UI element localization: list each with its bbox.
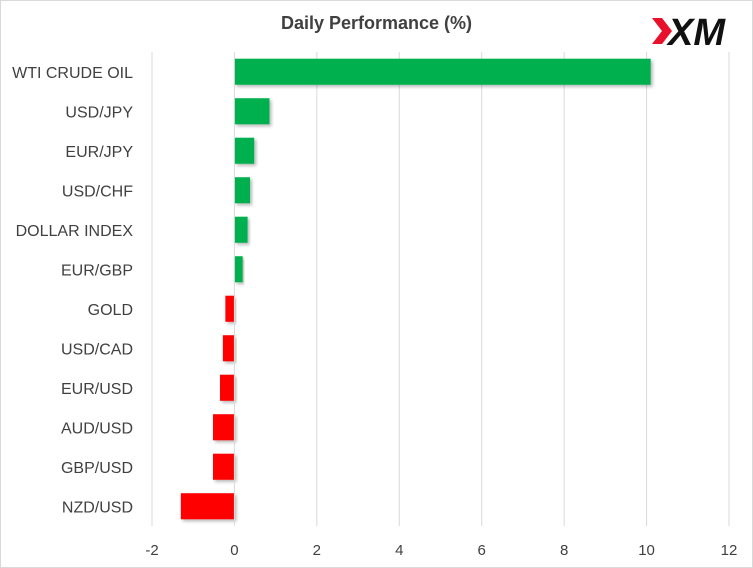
x-tick-label-0: -2 [145, 542, 158, 559]
category-label-9: AUD/USD [61, 420, 133, 437]
x-tick-label-3: 4 [395, 542, 403, 559]
category-label-6: GOLD [88, 302, 133, 319]
category-label-2: EUR/JPY [65, 144, 133, 161]
x-tick-label-7: 12 [721, 542, 738, 559]
bar-4 [234, 216, 248, 243]
xm-logo-chevron [652, 18, 672, 44]
xm-logo-text: XM [666, 12, 726, 52]
x-tick-label-6: 10 [638, 542, 655, 559]
category-label-10: GBP/USD [61, 460, 133, 477]
x-tick-label-1: 0 [230, 542, 238, 559]
category-label-8: EUR/USD [61, 381, 133, 398]
bar-0 [234, 58, 651, 85]
category-label-4: DOLLAR INDEX [16, 223, 134, 240]
bar-1 [234, 98, 270, 125]
chart-title: Daily Performance (%) [280, 13, 473, 33]
x-tick-label-5: 8 [560, 542, 568, 559]
category-label-0: WTI CRUDE OIL [12, 65, 133, 82]
bar-10 [212, 453, 235, 480]
category-label-1: USD/JPY [65, 104, 133, 121]
bar-8 [220, 374, 235, 401]
x-tick-label-4: 6 [478, 542, 486, 559]
x-tick-label-2: 2 [313, 542, 321, 559]
bar-5 [234, 256, 243, 283]
bar-9 [212, 414, 235, 441]
bar-7 [222, 335, 235, 362]
bar-2 [234, 137, 255, 164]
bar-3 [234, 177, 251, 204]
category-label-5: EUR/GBP [61, 262, 133, 279]
bar-11 [180, 493, 235, 520]
category-label-3: USD/CHF [62, 183, 133, 200]
category-label-11: NZD/USD [62, 499, 133, 516]
category-label-7: USD/CAD [61, 341, 133, 358]
bar-6 [225, 295, 235, 322]
xm-logo: XM [652, 12, 726, 52]
